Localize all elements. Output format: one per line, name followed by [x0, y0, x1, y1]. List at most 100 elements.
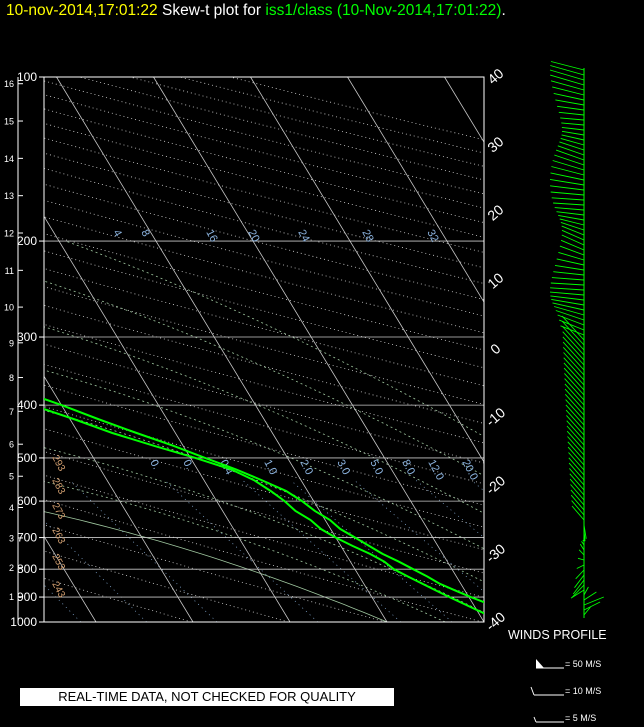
title-date-paren: (10-Nov-2014,17:01:22)	[336, 2, 502, 19]
height-tick-label: 9	[9, 338, 14, 348]
wind-barb	[566, 430, 585, 451]
pressure-tick-label: 300	[17, 330, 37, 344]
wind-barb	[558, 214, 585, 221]
wind-barb	[559, 319, 585, 331]
mixing-ratio-line	[290, 480, 453, 622]
wind-legend-label-10: = 10 M/S	[565, 686, 602, 696]
wind-barb	[563, 352, 585, 376]
dry-adiabat-label: 293	[49, 453, 67, 473]
wind-barb	[566, 425, 585, 446]
wind-barb	[568, 452, 585, 471]
wind-barb	[549, 178, 585, 186]
barb-full-icon	[530, 686, 564, 696]
temp-right-label: -30	[482, 540, 508, 565]
wind-legend-label-50: = 50 M/S	[565, 659, 602, 669]
pressure-tick-label: 200	[17, 234, 37, 248]
temp-right-label: 10	[484, 269, 506, 291]
wind-barb	[554, 264, 585, 271]
wind-legend-label-5: = 5 M/S	[565, 713, 597, 723]
wind-barb	[561, 234, 585, 246]
wind-barb	[550, 287, 585, 291]
pressure-tick-label: 400	[17, 398, 37, 412]
height-tick-label: 15	[4, 117, 14, 127]
isotherm-line	[347, 77, 484, 303]
wind-barb	[565, 409, 585, 431]
height-tick-label: 11	[5, 266, 14, 276]
moist-adiabat-line	[0, 422, 644, 622]
pressure-tick-label: 700	[17, 531, 37, 545]
mixing-ratio-line	[242, 480, 402, 622]
wind-barb	[566, 415, 585, 436]
wind-barb	[553, 202, 585, 206]
wind-barb	[568, 457, 585, 476]
wind-barb	[564, 388, 585, 411]
mixing-ratio-label: 5.0	[367, 458, 385, 477]
barb-pennant-icon	[536, 659, 564, 669]
pressure-tick-label: 900	[17, 590, 37, 604]
skewt-grid	[0, 77, 644, 622]
wind-barb	[561, 315, 585, 341]
wind-barb	[550, 80, 585, 91]
height-tick-label: 5	[9, 472, 14, 482]
sounding-traces	[44, 397, 484, 615]
wind-barb	[563, 362, 585, 386]
mixing-ratio-label: 8.0	[399, 458, 417, 477]
wind-barb	[560, 239, 585, 251]
wind-barb	[560, 117, 585, 121]
temp-right-label: 30	[484, 133, 506, 155]
wind-barb	[562, 326, 585, 351]
quality-disclaimer: REAL-TIME DATA, NOT CHECKED FOR QUALITY	[20, 688, 394, 706]
wind-barb	[564, 373, 585, 396]
wind-barb	[560, 325, 585, 336]
wind-barb	[556, 258, 585, 266]
wind-profile	[549, 61, 604, 618]
wind-barb	[570, 489, 585, 506]
wind-barb	[583, 524, 587, 539]
dry-adiabat-line	[44, 406, 484, 528]
wind-barb	[553, 92, 585, 101]
pressure-tick-label: 1000	[10, 615, 37, 629]
dry-adiabat-line	[44, 80, 484, 195]
wind-barb	[578, 549, 585, 556]
wind-barb	[583, 529, 586, 542]
mixing-ratio-line	[69, 480, 218, 622]
wind-barb	[557, 314, 585, 326]
wind-barb	[549, 291, 585, 296]
wind-barb	[560, 137, 585, 146]
wind-barb	[561, 122, 585, 126]
wind-barb	[555, 149, 585, 161]
dry-adiabat-line	[44, 183, 484, 301]
pressure-tick-label: 800	[17, 562, 37, 576]
wind-barb	[552, 302, 585, 311]
wind-barb	[567, 446, 585, 466]
wind-barb	[552, 160, 585, 171]
mixing-ratio-label: 3.0	[334, 458, 352, 477]
page-title: 10-nov-2014,17:01:22 Skew-t plot for iss…	[6, 2, 506, 20]
wind-barb	[562, 346, 585, 371]
wind-barb	[563, 357, 585, 381]
pressure-tick-label: 600	[17, 494, 37, 508]
dry-adiabat-line	[230, 77, 484, 141]
dry-adiabat-line	[44, 550, 289, 622]
dry-adiabat-label: 273	[49, 501, 67, 521]
isotherm-line	[56, 77, 388, 622]
wind-barb	[581, 541, 585, 546]
wind-barb	[550, 74, 585, 86]
wind-barb	[583, 591, 597, 601]
wind-barb	[571, 505, 585, 521]
wind-barb	[553, 271, 585, 276]
wind-barb	[554, 207, 585, 211]
dry-adiabat-label: 263	[49, 526, 67, 546]
dry-adiabat-line	[44, 499, 483, 622]
wind-barb	[561, 225, 585, 236]
isotherm-line	[542, 77, 644, 622]
wind-barb	[552, 86, 585, 96]
wind-barb	[550, 185, 585, 191]
dry-adiabat-line	[44, 524, 386, 622]
mixing-ratio-label: 2.0	[297, 458, 315, 477]
mixing-ratio-label: 28	[359, 228, 375, 244]
wind-barb	[561, 320, 585, 346]
moist-adiabat-line	[44, 326, 484, 514]
wind-barb	[570, 494, 585, 511]
